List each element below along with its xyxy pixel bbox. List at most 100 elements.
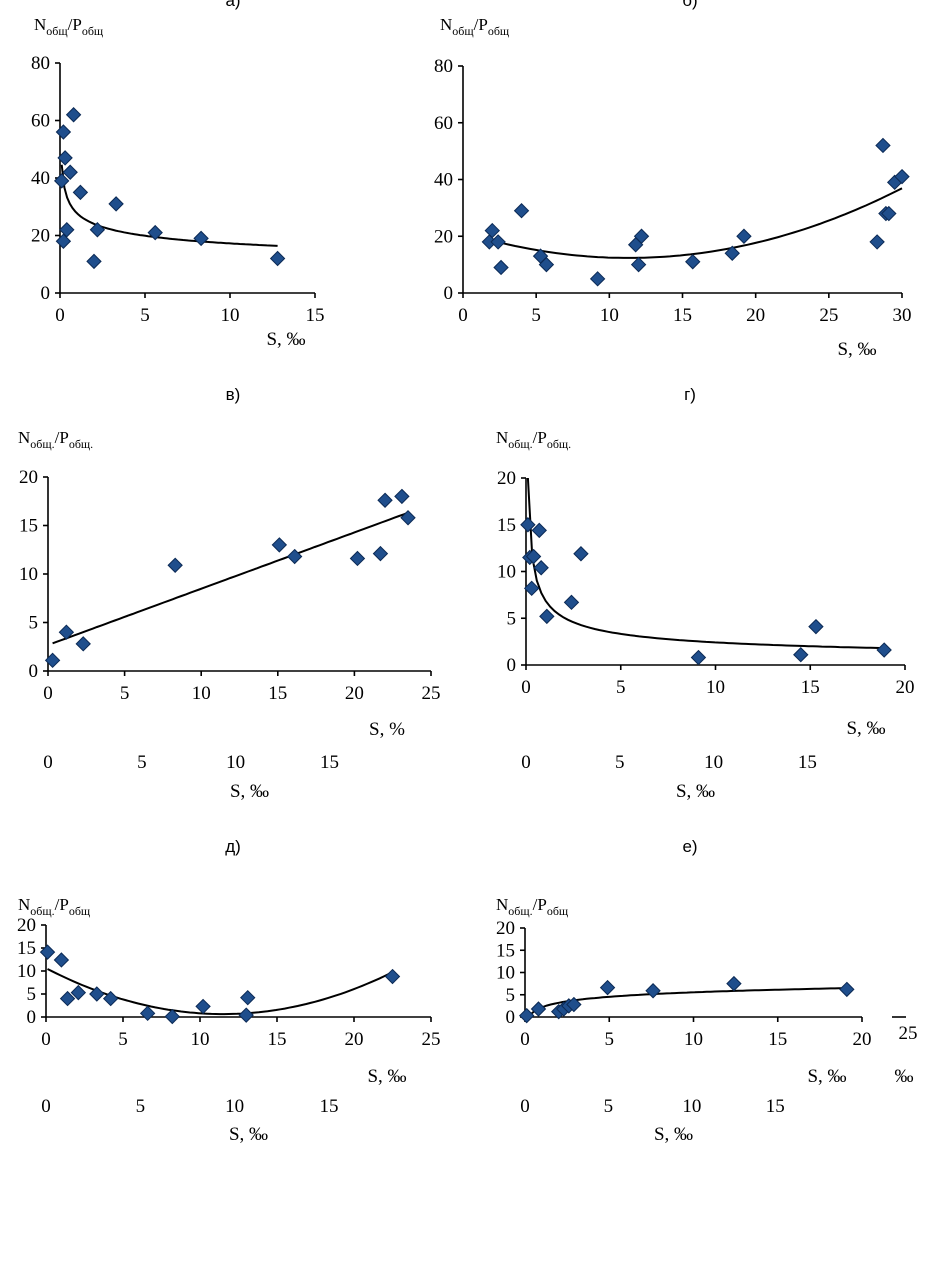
- x-tick-label: 25: [422, 1029, 441, 1050]
- data-point: [869, 234, 885, 250]
- data-point: [59, 990, 76, 1007]
- y-axis-label: Nобщ/Pобщ: [34, 15, 103, 38]
- data-point: [876, 642, 892, 658]
- secondary-x-axis-label: S, ‰: [676, 781, 715, 802]
- panel-label: д): [225, 837, 241, 856]
- data-point: [530, 1001, 547, 1017]
- data-point: [167, 557, 183, 573]
- data-point: [630, 256, 647, 273]
- data-point: [59, 222, 75, 238]
- data-point: [55, 124, 72, 140]
- data-point: [102, 990, 119, 1007]
- secondary-x-tick-label: 10: [704, 752, 723, 773]
- y-tick-label: 10: [19, 564, 38, 585]
- data-point: [372, 545, 389, 562]
- x-extra-tick-label: 25: [899, 1023, 918, 1044]
- data-point: [86, 253, 102, 270]
- ylabel-sub: общ.: [30, 904, 54, 918]
- data-point: [58, 624, 75, 640]
- ylabel-sub: общ.: [69, 437, 93, 451]
- secondary-x-axis-label: S, ‰: [230, 781, 269, 802]
- data-point: [44, 652, 61, 669]
- data-point: [394, 488, 410, 505]
- data-point: [736, 228, 752, 244]
- secondary-x-tick-label: 5: [604, 1096, 614, 1117]
- trendline: [526, 987, 847, 1018]
- x-tick-label: 5: [616, 677, 626, 698]
- data-point: [539, 608, 555, 625]
- x-tick-label: 10: [600, 305, 619, 326]
- ylabel-main: N: [34, 15, 46, 34]
- ylabel-sub: общ: [547, 904, 568, 918]
- secondary-x-tick-label: 0: [520, 1096, 530, 1117]
- x-tick-label: 0: [43, 683, 53, 704]
- data-point: [793, 647, 809, 663]
- x-tick-label: 5: [118, 1029, 128, 1050]
- ylabel-sub: общ: [82, 24, 103, 38]
- ylabel-main: N: [440, 15, 452, 34]
- x-tick-label: 15: [801, 677, 820, 698]
- trendline: [52, 511, 409, 645]
- chart-panel: г) Nобщ./Pобщ. 0 5 10 15 20 0 5 10 15 20 S, ‰ 0 5 10 15 S…: [496, 385, 915, 802]
- x-tick-label: 0: [55, 305, 65, 326]
- secondary-x-tick-label: 10: [226, 752, 245, 773]
- y-tick-label: 60: [434, 113, 453, 134]
- secondary-x-tick-label: 0: [41, 1096, 51, 1117]
- data-point: [894, 168, 910, 185]
- chart-panel: а) Nобщ/Pобщ 0 20 40 60 80 0 5 10 15S, ‰: [31, 0, 325, 350]
- y-tick-label: 15: [497, 515, 516, 536]
- x-tick-label: 20: [853, 1029, 872, 1050]
- data-point: [75, 636, 91, 652]
- y-tick-label: 20: [31, 226, 50, 247]
- y-tick-label: 40: [31, 168, 50, 189]
- secondary-x-tick-label: 0: [43, 752, 53, 773]
- x-axis-label: S, ‰: [837, 339, 876, 360]
- x-axis-label: S, ‰: [846, 718, 885, 739]
- data-point: [573, 546, 589, 562]
- data-point: [53, 173, 70, 189]
- data-point: [645, 983, 661, 999]
- x-tick-label: 5: [605, 1029, 615, 1050]
- data-point: [523, 580, 540, 597]
- panel-label: в): [226, 385, 241, 404]
- y-axis-label: Nобщ./Pобщ: [18, 895, 90, 918]
- ylabel-sub: общ.: [508, 904, 532, 918]
- data-point: [589, 271, 606, 287]
- x-tick-label: 0: [458, 305, 468, 326]
- y-tick-label: 0: [506, 1007, 516, 1028]
- x-tick-label: 0: [41, 1029, 51, 1050]
- trendline: [47, 968, 393, 1016]
- y-axis-label: Nобщ./Pобщ: [496, 895, 568, 918]
- data-point: [599, 979, 616, 996]
- y-tick-label: 20: [496, 918, 515, 939]
- data-point: [164, 1008, 180, 1025]
- y-tick-label: 5: [507, 608, 517, 629]
- ylabel-sep: /P: [55, 428, 69, 447]
- x-tick-label: 30: [893, 305, 912, 326]
- x-tick-label: 10: [221, 305, 240, 326]
- data-point: [533, 560, 549, 576]
- data-point: [384, 968, 401, 985]
- data-point: [808, 618, 824, 635]
- data-point: [566, 996, 582, 1013]
- x-tick-label: 20: [345, 1029, 364, 1050]
- data-point: [271, 537, 288, 553]
- x-tick-label: 0: [520, 1029, 530, 1050]
- y-tick-label: 0: [444, 283, 454, 304]
- y-tick-label: 10: [17, 961, 36, 982]
- x-axis-label: S, ‰: [266, 329, 305, 350]
- data-point: [147, 224, 163, 241]
- ylabel-sub: общ: [452, 24, 473, 38]
- data-point: [881, 205, 897, 222]
- y-tick-label: 5: [506, 985, 516, 1006]
- data-point: [724, 245, 740, 261]
- y-tick-label: 10: [496, 963, 515, 984]
- data-point: [493, 259, 509, 276]
- data-point: [525, 548, 542, 565]
- data-point: [520, 517, 536, 533]
- secondary-x-tick-label: 15: [320, 752, 339, 773]
- y-tick-label: 0: [507, 655, 517, 676]
